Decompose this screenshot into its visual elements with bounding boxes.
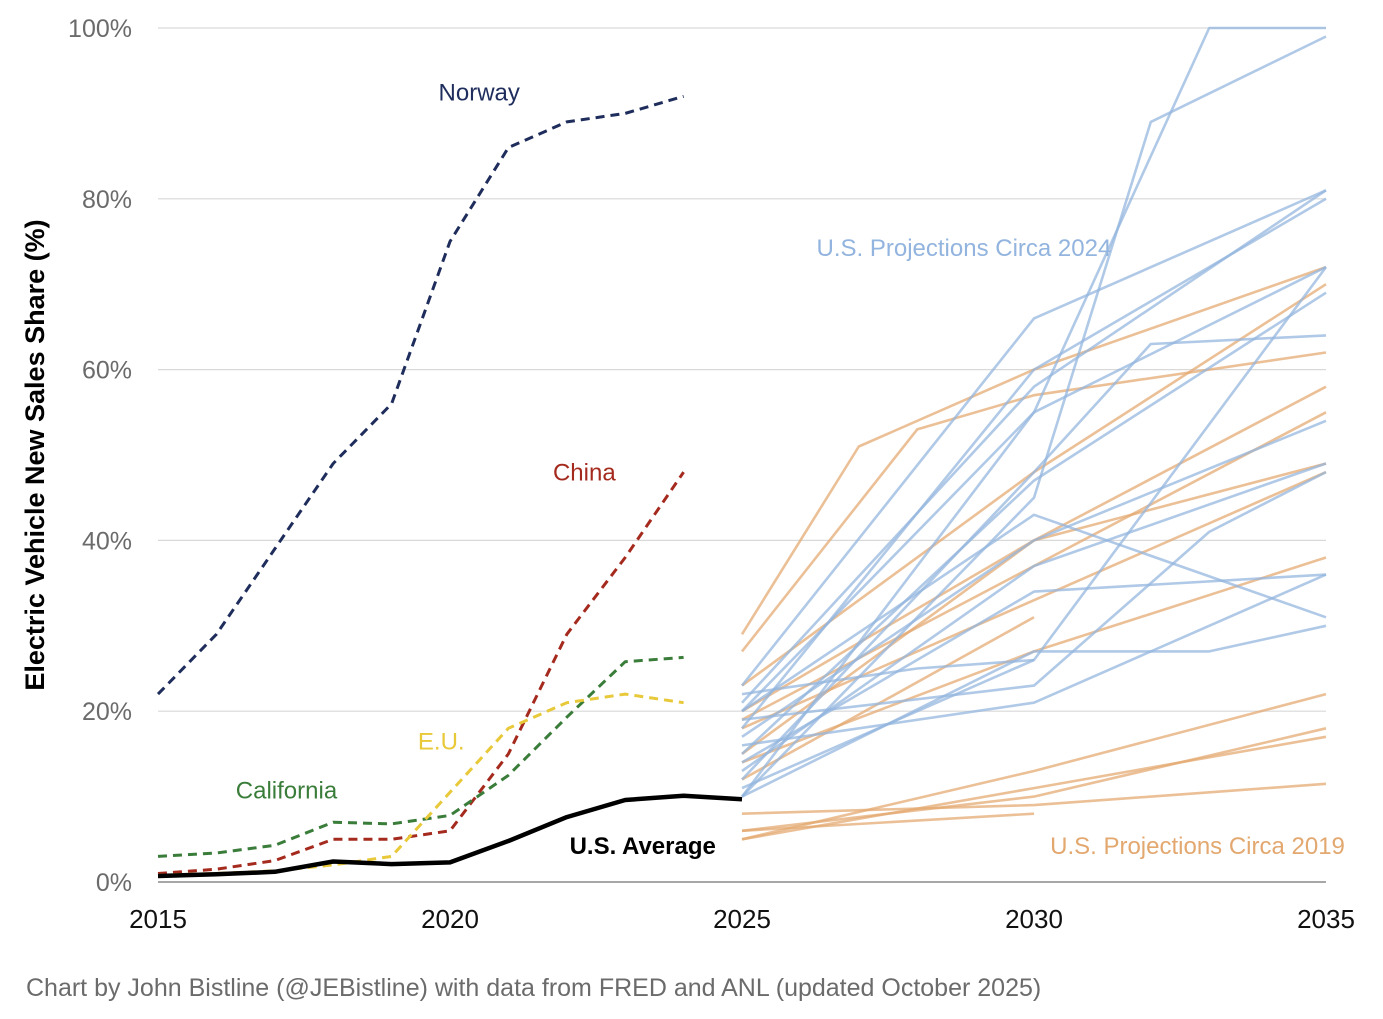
label-california: California	[236, 777, 338, 804]
y-tick-label: 100%	[68, 15, 132, 43]
us-average-series-line	[157, 793, 743, 879]
proj-2024-line-7	[741, 334, 1327, 781]
proj-2024-line-13	[741, 573, 1327, 747]
norway-series-line	[156, 94, 685, 696]
axes: 0% 20% 40% 60% 80% 100% 2015 2020 2025 2030 2035	[68, 15, 1355, 934]
china-series-line	[157, 471, 685, 875]
eu-series-line	[157, 692, 684, 877]
proj-2019-line-7	[741, 470, 1327, 730]
proj-2019-line-1	[740, 265, 1327, 635]
proj-2019-line-11	[741, 727, 1327, 833]
historical-series-group	[156, 94, 743, 879]
y-tick-label: 80%	[82, 186, 132, 214]
y-tick-label: 20%	[82, 698, 132, 726]
proj-2024-line-11	[741, 573, 1327, 764]
y-tick-label: 0%	[96, 869, 132, 897]
proj-2024-line-6	[741, 291, 1327, 755]
proj-2019-line-4	[741, 385, 1327, 713]
label-china: China	[553, 460, 616, 487]
proj-2024-line-14	[741, 470, 1327, 721]
y-tick-label: 40%	[82, 527, 132, 555]
y-axis-label: Electric Vehicle New Sales Share (%)	[20, 219, 50, 690]
x-tick-label: 2030	[1005, 904, 1063, 934]
proj-2024-line-4	[740, 197, 1327, 730]
proj-2024-line-17	[741, 658, 1035, 696]
proj-2024-line-5	[741, 265, 1327, 713]
label-proj-2019: U.S. Projections Circa 2019	[1050, 833, 1345, 860]
proj-2019-line-3	[741, 283, 1327, 687]
label-us-average: U.S. Average	[570, 833, 716, 860]
chart-source-note: Chart by John Bistline (@JEBistline) wit…	[26, 974, 1042, 1002]
label-proj-2024: U.S. Projections Circa 2024	[817, 235, 1112, 262]
proj-2024-line-10	[741, 513, 1327, 713]
proj-2024-line-2	[741, 35, 1327, 798]
x-tick-label: 2035	[1297, 904, 1355, 934]
proj-2019-line-9	[741, 616, 1035, 781]
proj-2019-line-12	[741, 735, 1327, 841]
proj-2024-line-9	[741, 462, 1327, 773]
proj-2019-line-13	[741, 782, 1327, 815]
label-eu: E.U.	[418, 729, 465, 756]
proj-2019-line-10	[741, 692, 1327, 841]
proj-2019-line-2	[740, 351, 1327, 653]
label-norway: Norway	[439, 80, 520, 107]
y-tick-label: 60%	[82, 357, 132, 385]
proj-2024-line-8	[741, 419, 1327, 738]
x-tick-label: 2025	[713, 904, 771, 934]
projections-2024-group	[740, 26, 1328, 798]
grid-lines	[158, 27, 1326, 712]
proj-2019-line-14	[741, 812, 1035, 833]
x-tick-label: 2020	[421, 904, 479, 934]
x-tick-label: 2015	[129, 904, 187, 934]
proj-2024-line-16	[741, 189, 1327, 704]
series-labels: Norway China E.U. California U.S. Average U.S…	[236, 80, 1345, 860]
proj-2024-line-3	[740, 189, 1327, 687]
